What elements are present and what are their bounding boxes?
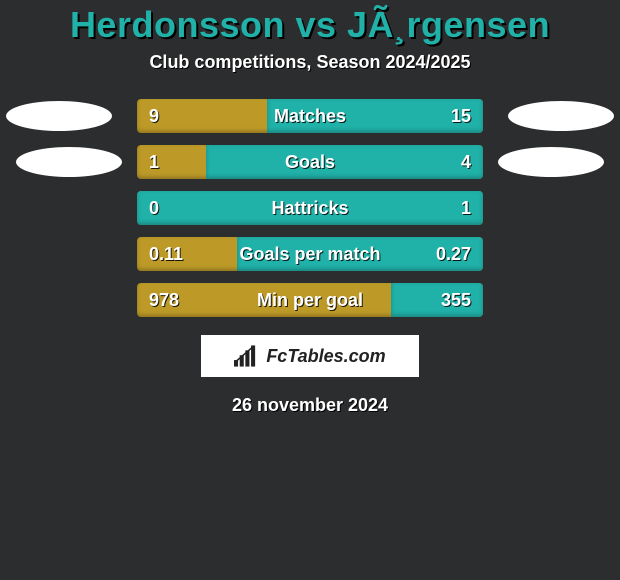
- stat-row: 915Matches: [0, 99, 620, 133]
- barchart-icon: [234, 345, 260, 367]
- stat-bar: 915Matches: [137, 99, 483, 133]
- player-left-marker: [6, 101, 112, 131]
- stat-label: Hattricks: [137, 191, 483, 225]
- stat-label: Goals per match: [137, 237, 483, 271]
- date-line: 26 november 2024: [0, 395, 620, 416]
- stat-bar: 978355Min per goal: [137, 283, 483, 317]
- stat-row: 0.110.27Goals per match: [0, 237, 620, 271]
- player-right-marker: [498, 147, 604, 177]
- stats-list: 915Matches 14Goals 01Hattricks 0.110.27Goal…: [0, 99, 620, 317]
- brand-label: FcTables.com: [266, 346, 385, 367]
- stat-row: 978355Min per goal: [0, 283, 620, 317]
- stat-row: 14Goals: [0, 145, 620, 179]
- player-right-marker: [508, 101, 614, 131]
- stat-bar: 14Goals: [137, 145, 483, 179]
- page-title: Herdonsson vs JÃ¸rgensen: [0, 4, 620, 46]
- stat-label: Goals: [137, 145, 483, 179]
- stat-label: Matches: [137, 99, 483, 133]
- stat-bar: 0.110.27Goals per match: [137, 237, 483, 271]
- player-left-marker: [16, 147, 122, 177]
- stat-bar: 01Hattricks: [137, 191, 483, 225]
- stat-label: Min per goal: [137, 283, 483, 317]
- page-subtitle: Club competitions, Season 2024/2025: [0, 52, 620, 73]
- stat-row: 01Hattricks: [0, 191, 620, 225]
- brand-box[interactable]: FcTables.com: [201, 335, 419, 377]
